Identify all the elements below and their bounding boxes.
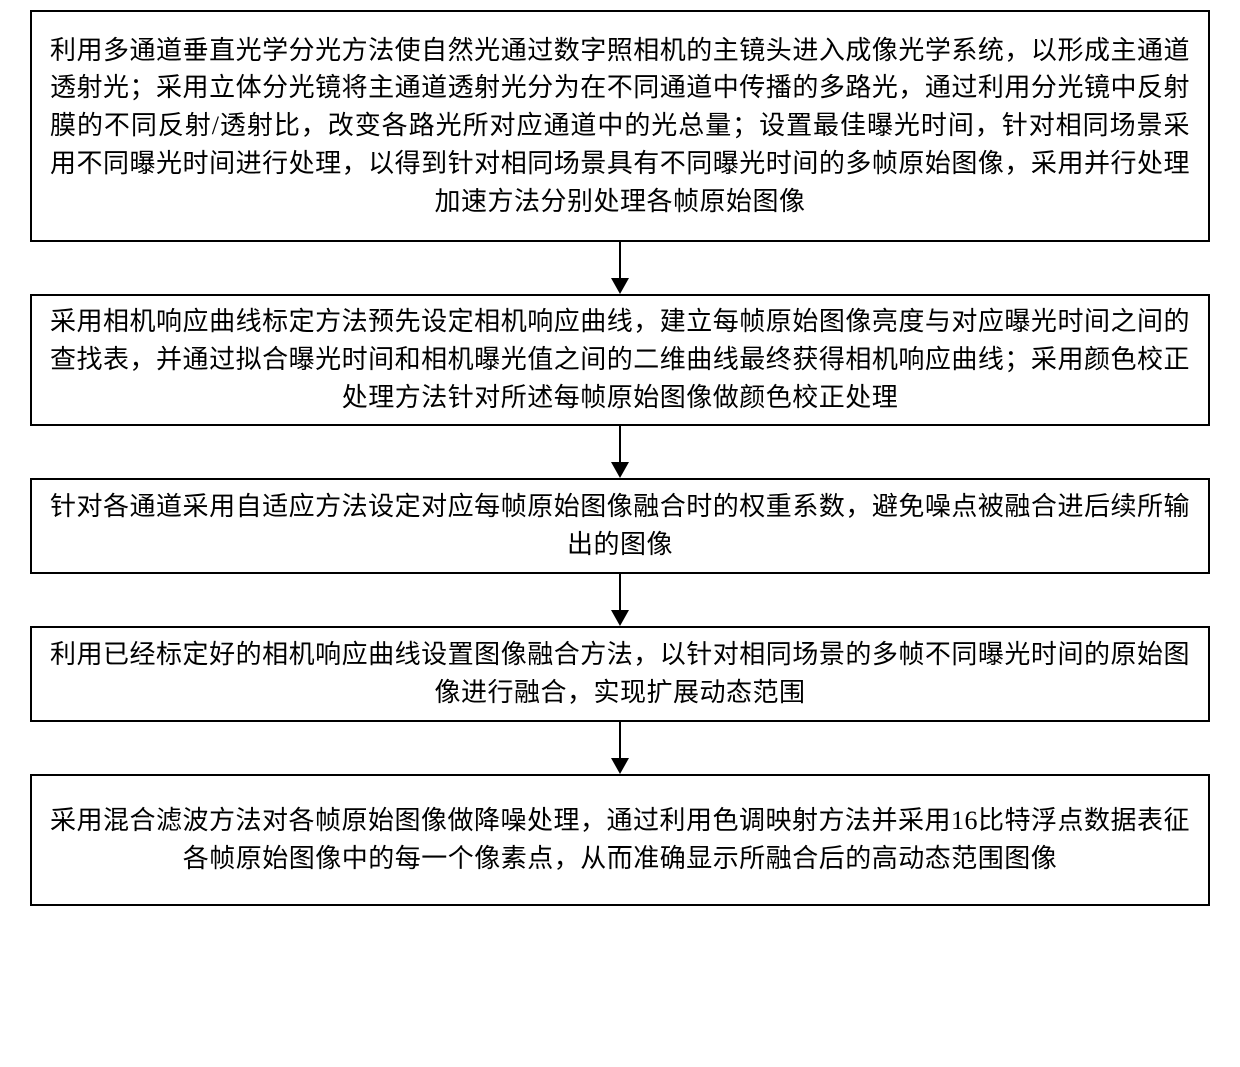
flowchart-container: 利用多通道垂直光学分光方法使自然光通过数字照相机的主镜头进入成像光学系统，以形成…	[30, 10, 1210, 906]
flow-step-3-text: 针对各通道采用自适应方法设定对应每帧原始图像融合时的权重系数，避免噪点被融合进后…	[50, 488, 1190, 563]
flow-step-2: 采用相机响应曲线标定方法预先设定相机响应曲线，建立每帧原始图像亮度与对应曝光时间…	[30, 294, 1210, 426]
flow-step-5-text: 采用混合滤波方法对各帧原始图像做降噪处理，通过利用色调映射方法并采用16比特浮点…	[50, 802, 1190, 877]
flow-step-3: 针对各通道采用自适应方法设定对应每帧原始图像融合时的权重系数，避免噪点被融合进后…	[30, 478, 1210, 574]
arrow-icon	[611, 574, 629, 626]
flow-step-2-text: 采用相机响应曲线标定方法预先设定相机响应曲线，建立每帧原始图像亮度与对应曝光时间…	[50, 303, 1190, 416]
arrow-icon	[611, 426, 629, 478]
flow-step-4: 利用已经标定好的相机响应曲线设置图像融合方法，以针对相同场景的多帧不同曝光时间的…	[30, 626, 1210, 722]
arrow-icon	[611, 242, 629, 294]
arrow-icon	[611, 722, 629, 774]
flow-step-1: 利用多通道垂直光学分光方法使自然光通过数字照相机的主镜头进入成像光学系统，以形成…	[30, 10, 1210, 242]
flow-step-4-text: 利用已经标定好的相机响应曲线设置图像融合方法，以针对相同场景的多帧不同曝光时间的…	[50, 636, 1190, 711]
flow-step-5: 采用混合滤波方法对各帧原始图像做降噪处理，通过利用色调映射方法并采用16比特浮点…	[30, 774, 1210, 906]
flow-step-1-text: 利用多通道垂直光学分光方法使自然光通过数字照相机的主镜头进入成像光学系统，以形成…	[50, 32, 1190, 220]
